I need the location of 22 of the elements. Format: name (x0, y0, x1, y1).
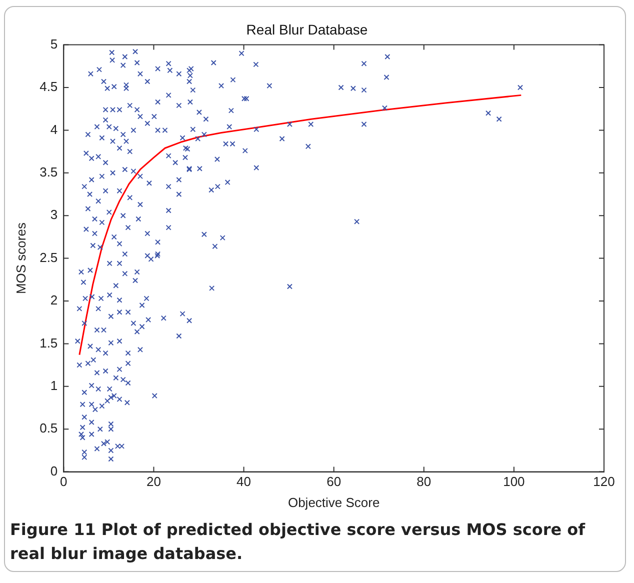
y-tick-label: 1.5 (40, 335, 58, 350)
y-tick-label: 0 (50, 463, 58, 478)
y-tick-label: 4.5 (40, 79, 58, 94)
x-tick-label: 20 (146, 474, 161, 490)
x-tick-label: 80 (416, 474, 432, 490)
y-tick-label: 2 (50, 292, 58, 308)
y-tick-label: 5 (50, 36, 58, 52)
y-tick-label: 1 (50, 378, 58, 393)
x-tick-label: 60 (326, 474, 342, 490)
x-tick-label: 100 (503, 474, 525, 490)
y-tick-label: 2.5 (40, 250, 58, 265)
caption: Figure 11 Plot of predicted objective score versus MOS score of real blur image database. (10, 519, 586, 565)
x-axis-title: Objective Score (288, 494, 380, 510)
y-tick-label: 4 (50, 122, 58, 137)
y-tick-label: 3 (50, 207, 58, 222)
y-tick-label: 0.5 (40, 420, 58, 436)
x-tick-label: 120 (593, 474, 615, 490)
y-tick-label: 3.5 (40, 164, 58, 180)
chart-title: Real Blur Database (246, 21, 368, 38)
x-tick-label: 40 (236, 474, 252, 490)
x-tick-label: 0 (60, 474, 68, 490)
y-axis-title: MOS scores (13, 222, 28, 294)
